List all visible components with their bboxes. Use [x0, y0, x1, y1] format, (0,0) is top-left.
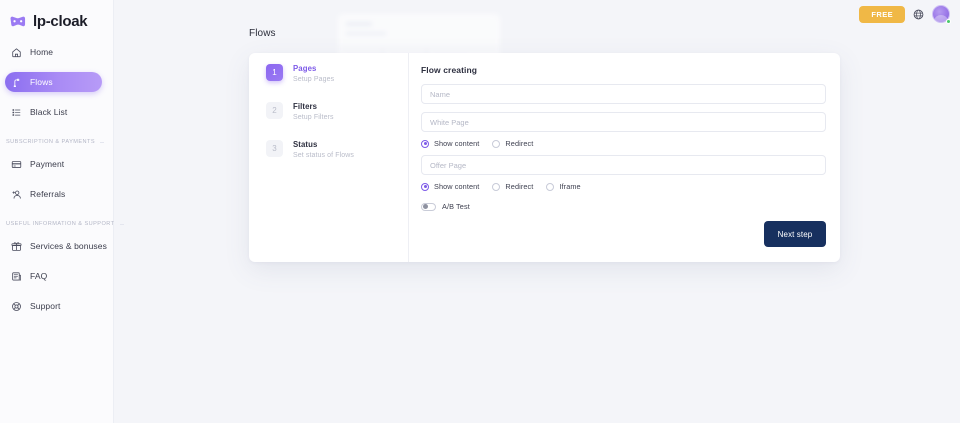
referral-user-icon — [12, 190, 21, 199]
sidebar-item-payment[interactable]: Payment — [5, 154, 102, 174]
avatar[interactable] — [932, 5, 951, 24]
step-subtitle: Setup Filters — [293, 114, 334, 121]
step-title: Status — [293, 140, 318, 149]
sidebar-item-label: FAQ — [30, 271, 48, 281]
offer-page-show-content-radio[interactable]: Show content — [421, 182, 479, 191]
page-title: Flows — [249, 28, 276, 39]
steps-pane: 1 Pages Setup Pages 2 Filters Setup Filt… — [249, 53, 409, 262]
sidebar-item-label: Flows — [30, 77, 53, 87]
sidebar: lp-cloak Home Flows — [0, 0, 124, 423]
name-input[interactable] — [421, 84, 826, 104]
ab-test-toggle[interactable] — [421, 202, 436, 211]
sidebar-section-label: SUBSCRIPTION & PAYMENTS — [6, 139, 96, 145]
step-status[interactable]: 3 Status Set status of Flows — [249, 140, 408, 161]
sidebar-section-useful-info: USEFUL INFORMATION & SUPPORT — [0, 221, 124, 227]
radio-icon — [421, 139, 429, 148]
sidebar-item-black-list[interactable]: Black List — [5, 102, 102, 122]
sidebar-primary-nav: Home Flows Black List — [0, 42, 113, 122]
sidebar-item-label: Referrals — [30, 189, 66, 199]
step-filters[interactable]: 2 Filters Setup Filters — [249, 102, 408, 123]
topbar: FREE — [859, 0, 960, 28]
status-badge — [946, 19, 951, 24]
sidebar-item-label: Black List — [30, 107, 68, 117]
lifebuoy-icon — [12, 301, 21, 311]
mask-icon — [10, 16, 26, 26]
step-number: 1 — [266, 64, 283, 81]
sidebar-item-faq[interactable]: FAQ — [5, 266, 102, 286]
divider — [119, 223, 124, 225]
step-pages[interactable]: 1 Pages Setup Pages — [249, 64, 408, 85]
offer-page-iframe-radio[interactable]: Iframe — [546, 182, 581, 191]
gift-icon — [11, 241, 22, 251]
radio-label: Redirect — [505, 182, 534, 191]
step-subtitle: Setup Pages — [293, 76, 335, 83]
radio-icon — [492, 182, 501, 191]
sidebar-section-label: USEFUL INFORMATION & SUPPORT — [6, 221, 115, 227]
radio-label: Redirect — [505, 139, 534, 148]
sidebar-item-label: Payment — [30, 159, 65, 169]
book-icon — [12, 271, 21, 280]
step-title: Filters — [293, 102, 318, 111]
radio-label: Iframe — [559, 182, 581, 191]
radio-icon — [421, 182, 429, 191]
form-pane: Flow creating Show content Redirect Show… — [409, 53, 840, 262]
step-subtitle: Set status of Flows — [293, 152, 355, 159]
divider — [100, 141, 105, 143]
brand-logo[interactable]: lp-cloak — [0, 4, 113, 32]
sidebar-item-label: Support — [30, 301, 61, 311]
sidebar-item-referrals[interactable]: Referrals — [5, 184, 102, 204]
sidebar-item-label: Home — [30, 47, 54, 57]
decorative-line — [346, 32, 386, 35]
offer-page-redirect-radio[interactable]: Redirect — [492, 182, 533, 191]
white-page-show-content-radio[interactable]: Show content — [421, 139, 479, 148]
sidebar-item-support[interactable]: Support — [5, 296, 102, 316]
flows-icon — [13, 78, 20, 87]
decorative-line — [346, 22, 372, 26]
ab-test-label: A/B Test — [442, 202, 470, 211]
radio-label: Show content — [434, 182, 480, 191]
radio-icon — [546, 182, 555, 191]
home-icon — [12, 47, 21, 57]
divider — [338, 48, 500, 49]
white-page-input[interactable] — [421, 112, 826, 132]
flow-creating-modal: 1 Pages Setup Pages 2 Filters Setup Filt… — [249, 53, 840, 262]
white-page-redirect-radio[interactable]: Redirect — [492, 139, 533, 148]
radio-label: Show content — [434, 139, 480, 148]
brand-name: lp-cloak — [33, 12, 88, 30]
sidebar-item-label: Services & bonuses — [30, 241, 107, 251]
sidebar-item-flows[interactable]: Flows — [5, 72, 102, 92]
sidebar-item-home[interactable]: Home — [5, 42, 102, 62]
avatar-image — [932, 5, 950, 23]
white-page-mode-group: Show content Redirect — [421, 139, 826, 148]
offer-page-input[interactable] — [421, 155, 826, 175]
step-title: Pages — [293, 64, 317, 73]
step-number: 2 — [266, 102, 283, 119]
globe-icon[interactable] — [913, 9, 924, 20]
ab-test-toggle-row[interactable]: A/B Test — [421, 202, 826, 211]
step-number: 3 — [266, 140, 283, 157]
sidebar-item-services-bonuses[interactable]: Services & bonuses — [5, 236, 107, 256]
card-icon — [11, 160, 22, 168]
form-heading: Flow creating — [421, 65, 478, 75]
offer-page-mode-group: Show content Redirect Iframe — [421, 182, 826, 191]
toggle-knob — [423, 204, 428, 209]
sidebar-section-subscription: SUBSCRIPTION & PAYMENTS — [0, 139, 113, 145]
list-icon — [12, 108, 21, 116]
plan-badge[interactable]: FREE — [859, 5, 905, 23]
next-step-button[interactable]: Next step — [764, 221, 826, 247]
radio-icon — [492, 139, 501, 148]
